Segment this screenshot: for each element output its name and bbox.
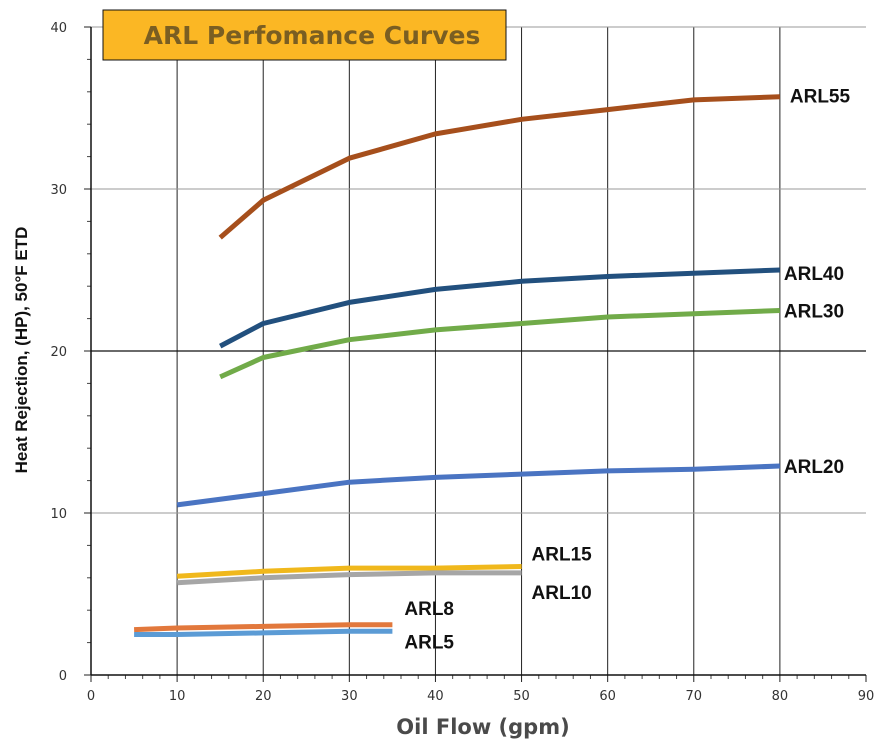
series-label-arl8: ARL8 xyxy=(404,599,454,620)
x-tick-label: 50 xyxy=(513,689,530,704)
series-line-arl20 xyxy=(176,463,780,508)
series-labels: ARL55 ARL40 ARL30 ARL20 ARL15 ARL10 ARL8 ARL5 xyxy=(404,87,850,654)
series-line-arl5 xyxy=(134,628,393,637)
y-tick-label: 0 xyxy=(59,669,67,684)
x-tick-label: 20 xyxy=(255,689,272,704)
series-label-arl40: ARL40 xyxy=(784,264,844,285)
series-line-arl30 xyxy=(219,308,780,380)
x-tick-label: 70 xyxy=(686,689,703,704)
y-tick-label: 20 xyxy=(50,345,67,360)
x-tick-label: 0 xyxy=(87,689,95,704)
series-label-arl5: ARL5 xyxy=(404,632,454,653)
x-tick-label: 60 xyxy=(599,689,616,704)
x-tick-label: 80 xyxy=(772,689,789,704)
x-tick-label: 40 xyxy=(427,689,444,704)
y-tick-label: 10 xyxy=(50,507,67,522)
series-label-arl20: ARL20 xyxy=(784,457,844,478)
chart-title-box: ARL Perfomance Curves xyxy=(102,9,507,61)
y-tick-label: 40 xyxy=(50,21,67,36)
grid xyxy=(91,26,866,675)
axes: 0 10 20 30 40 50 60 70 80 90 0 10 20 30 40 xyxy=(50,21,874,704)
y-axis-title: Heat Rejection, (HP), 50°F ETD xyxy=(12,227,31,474)
series-label-arl15: ARL15 xyxy=(532,544,593,565)
series-label-arl30: ARL30 xyxy=(784,302,844,323)
x-tick-label: 30 xyxy=(341,689,358,704)
series-label-arl55: ARL55 xyxy=(790,87,851,108)
x-tick-label: 10 xyxy=(169,689,186,704)
series-line-arl15 xyxy=(176,564,522,579)
series-line-arl40 xyxy=(219,267,780,349)
chart-title: ARL Perfomance Curves xyxy=(144,21,481,50)
series-line-arl10 xyxy=(176,570,522,586)
chart-title-background xyxy=(102,9,507,61)
series-label-arl10: ARL10 xyxy=(532,583,592,604)
series-group xyxy=(134,94,780,637)
series-line-arl8 xyxy=(134,622,393,633)
y-tick-label: 30 xyxy=(50,183,67,198)
x-axis-title: Oil Flow (gpm) xyxy=(396,715,569,739)
series-line-arl55 xyxy=(218,94,780,240)
x-tick-label: 90 xyxy=(858,689,875,704)
